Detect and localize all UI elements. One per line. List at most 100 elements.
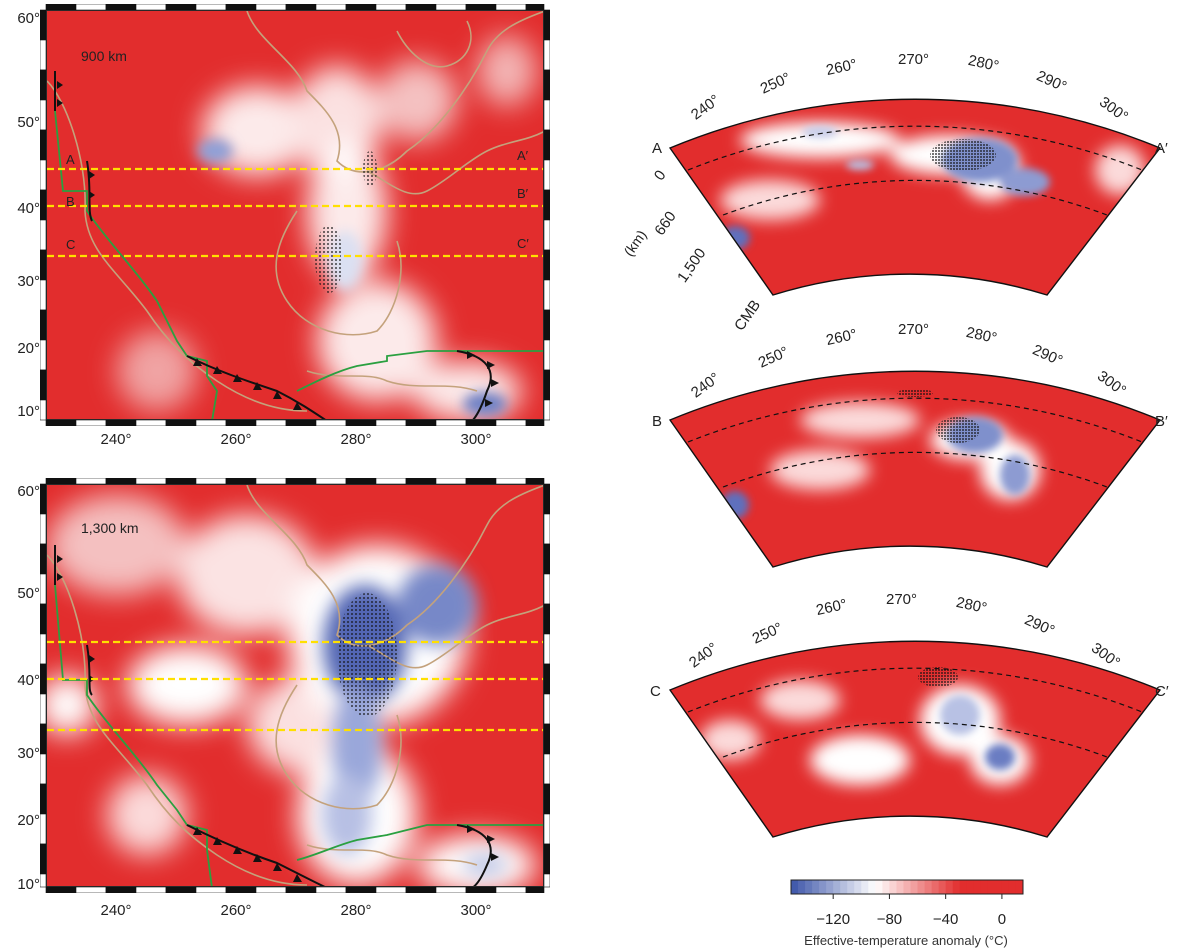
colorbar-bin [798,880,806,894]
frame-segment [135,886,167,893]
colorbar-bin [875,880,883,894]
section-a [668,98,1162,296]
frame-segment [40,9,47,41]
colorbar-bin [868,880,876,894]
section-b-right-label: B′ [1155,413,1168,430]
colorbar-bin [805,880,813,894]
map2-ytick-60: 60° [17,483,40,500]
frame-segment [40,249,47,281]
profile-label-b: B [66,194,75,209]
trench-teeth-2 [57,555,499,882]
frame-segment [543,873,550,888]
frame-segment [435,4,467,11]
frame-segment [543,843,550,875]
frame-segment [495,478,527,485]
section-c [668,640,1162,838]
section-a-lon-270: 270° [898,51,930,68]
colorbar-bin [903,880,912,894]
profile-lines [47,167,543,258]
frame-segment [543,219,550,251]
frame-segment [405,419,437,426]
map1-ytick-60: 60° [17,10,40,27]
map1-xtick-260: 260° [220,431,252,448]
frame-segment [543,603,550,635]
frame-segment [315,886,347,893]
map1-xtick-240: 240° [100,431,132,448]
frame-segment [543,543,550,575]
frame-segment [543,249,550,281]
frame-segment [525,886,545,893]
map2-ytick-40: 40° [17,672,40,689]
colorbar-bin [1008,880,1017,894]
frame-segment [195,886,227,893]
frame-segment [135,4,167,11]
map2-xtick-300: 300° [460,902,492,919]
frame-segment [543,369,550,401]
frame-segment [40,279,47,311]
colorbar-tick-minus40: −40 [932,911,959,928]
section-a-right-label: A′ [1155,140,1168,157]
frame-segment [435,886,467,893]
frame-segment [75,886,107,893]
frame-segment [543,99,550,131]
frame-segment [40,633,47,665]
map1-ytick-20: 20° [17,340,40,357]
frame-segment [40,99,47,131]
map-900km-canvas [47,11,543,419]
frame-segment [225,478,257,485]
colorbar-bin [882,880,890,894]
section-c-right-label: C′ [1155,683,1169,700]
frame-segment [40,543,47,575]
map2-ytick-20: 20° [17,812,40,829]
map2-xtick-280: 280° [340,902,372,919]
section-b-lon-270: 270° [898,321,930,338]
frame-segment [345,4,377,11]
frame-segment [375,4,407,11]
cross-sections [668,98,1162,838]
profile-label-a-prime: A′ [517,148,529,163]
frame-segment [543,39,550,71]
colorbar-bin [917,880,926,894]
depth-label-900: 900 km [81,48,127,64]
colorbar-bin [973,880,982,894]
frame-segment [525,4,545,11]
frame-segment [543,513,550,545]
frame-segment [45,478,77,485]
frame-segment [165,419,197,426]
profile-label-a: A [66,152,75,167]
map-1300km-canvas [47,485,543,886]
frame-segment [375,886,407,893]
frame-segment [40,813,47,845]
frame-segment [285,4,317,11]
frame-segment [40,129,47,161]
map1-xtick-280: 280° [340,431,372,448]
frame-segment [165,886,197,893]
map2-ytick-30: 30° [17,745,40,762]
frame-segment [135,478,167,485]
colorbar-border [790,879,1024,895]
map-900km: 900 km A B C A′ B′ C′ [46,10,544,420]
colorbar-bin [966,880,975,894]
frame-segment [543,813,550,845]
map1-ytick-30: 30° [17,273,40,290]
frame-segment [543,573,550,605]
colorbar-bin [1015,880,1024,894]
frame-segment [375,478,407,485]
colorbar-bin [840,880,848,894]
map1-xtick-300: 300° [460,431,492,448]
section-b [668,370,1162,568]
frame-segment [543,9,550,41]
colorbar-bin [945,880,954,894]
frame-segment [225,4,257,11]
frame-segment [105,886,137,893]
frame-segment [40,603,47,635]
frame-segment [345,478,377,485]
frame-segment [40,753,47,785]
frame-segment [40,663,47,695]
map2-xtick-260: 260° [220,902,252,919]
colorbar-bin [987,880,996,894]
colorbar-bin [861,880,869,894]
profile-label-b-prime: B′ [517,186,529,201]
map2-ytick-10: 10° [17,876,40,893]
frame-segment [543,723,550,755]
